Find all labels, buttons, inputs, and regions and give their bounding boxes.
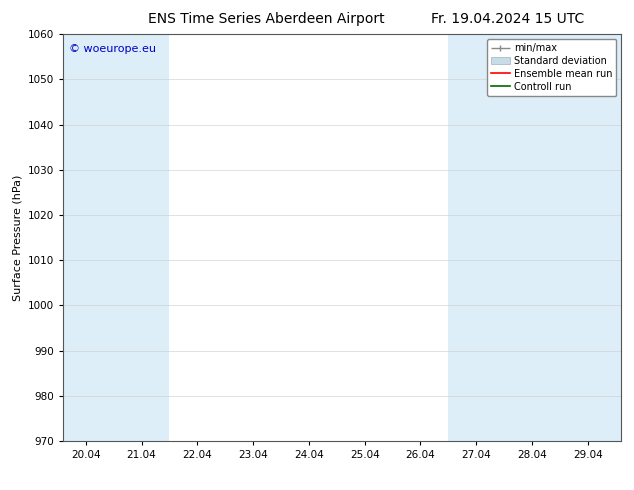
Text: © woeurope.eu: © woeurope.eu — [69, 45, 156, 54]
Bar — [560, 34, 621, 441]
Text: Fr. 19.04.2024 15 UTC: Fr. 19.04.2024 15 UTC — [430, 12, 584, 26]
Legend: min/max, Standard deviation, Ensemble mean run, Controll run: min/max, Standard deviation, Ensemble me… — [487, 39, 616, 96]
Bar — [448, 34, 504, 441]
Y-axis label: Surface Pressure (hPa): Surface Pressure (hPa) — [13, 174, 23, 301]
Text: ENS Time Series Aberdeen Airport: ENS Time Series Aberdeen Airport — [148, 12, 385, 26]
Bar — [63, 34, 113, 441]
Bar — [504, 34, 560, 441]
Bar — [113, 34, 169, 441]
